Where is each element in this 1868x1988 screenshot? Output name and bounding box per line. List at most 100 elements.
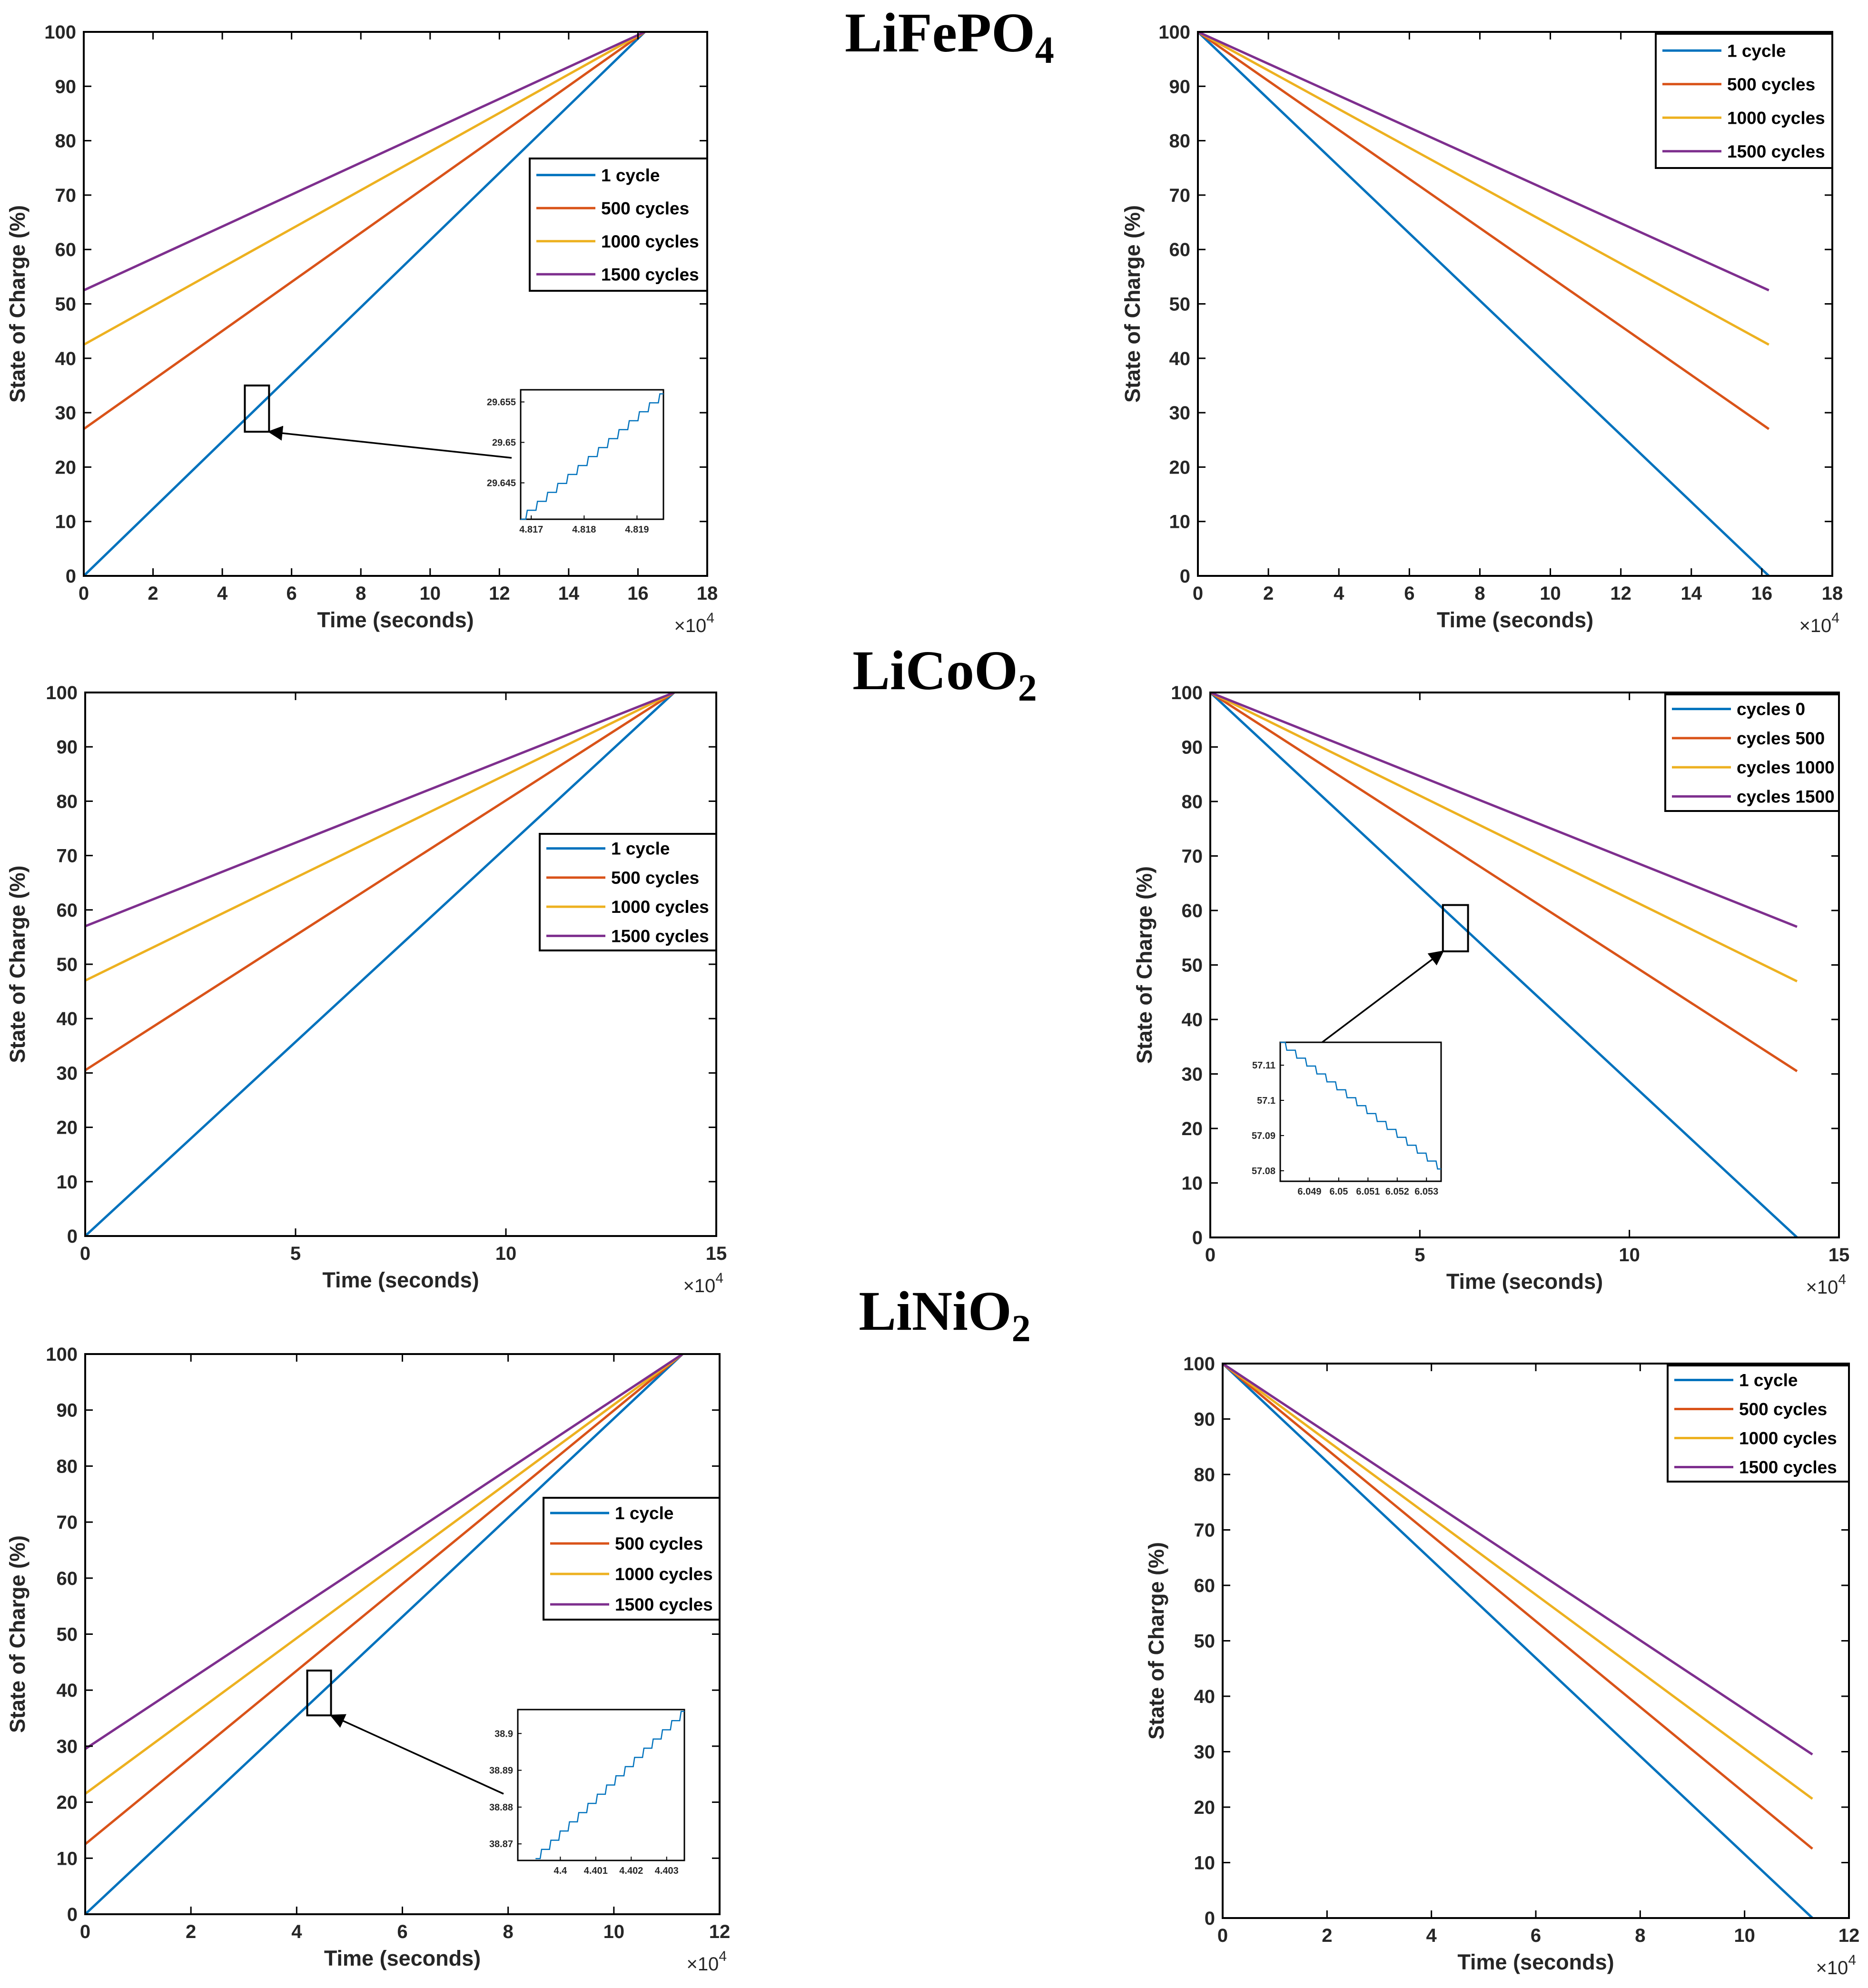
x-tick-label: 6 (397, 1921, 407, 1942)
inset-axes-box (520, 389, 664, 520)
y-tick-label: 90 (1194, 1409, 1216, 1430)
series-line-1 (1223, 1364, 1813, 1918)
series-line-4 (85, 1354, 683, 1750)
y-tick-label: 70 (57, 846, 78, 867)
inset-plot: 4.4 4.401 4.402 4.403 38.87 38.88 38.89 38.9 (489, 1709, 685, 1876)
y-tick-label: 50 (1182, 955, 1203, 976)
x-multiplier: ×104 (1799, 610, 1839, 636)
legend-label-3: 1000 cycles (1739, 1429, 1837, 1448)
chart-lifepo4-discharge: 0 2 4 6 8 10 12 14 16 18 0 10 20 30 40 50 60 70 80 90 100 Tim… (1120, 22, 1843, 636)
x-multiplier-exponent: 4 (1848, 1952, 1856, 1968)
section-title-linio2-main: LiNiO (859, 1280, 1011, 1342)
y-tick-label: 50 (57, 1624, 78, 1645)
series-line-3 (85, 692, 675, 982)
x-tick-label: 2 (1263, 583, 1274, 604)
y-tick-label: 30 (57, 1736, 78, 1757)
zoom-region-box (1442, 904, 1469, 952)
x-axis-label: Time (seconds) (322, 1268, 479, 1292)
legend-label-2: cycles 500 (1737, 729, 1825, 748)
inset-x-tick-label: 4.401 (584, 1866, 608, 1876)
x-multiplier-exponent: 4 (1838, 1272, 1846, 1287)
y-tick-label: 90 (57, 1400, 78, 1421)
y-tick-label: 0 (1180, 566, 1190, 587)
y-tick-label: 60 (55, 239, 77, 260)
x-tick-label: 10 (1619, 1245, 1640, 1266)
legend-label-1: 1 cycle (1739, 1371, 1798, 1390)
legend-label-1: 1 cycle (615, 1503, 673, 1523)
series-group (1223, 1364, 1813, 1918)
x-tick-label: 8 (1635, 1925, 1645, 1946)
series-line-2 (1210, 692, 1798, 1072)
y-tick-label: 40 (1169, 348, 1191, 369)
y-tick-label: 60 (1169, 239, 1191, 260)
y-tick-label: 100 (44, 22, 76, 43)
zoom-arrow (267, 425, 512, 459)
y-tick-label: 20 (1182, 1118, 1203, 1139)
y-axis-label: State of Charge (%) (5, 205, 30, 403)
series-line-4 (84, 32, 646, 292)
y-tick-label: 20 (57, 1118, 78, 1138)
y-tick-label: 40 (1194, 1686, 1216, 1707)
x-axis-label: Time (seconds) (1446, 1269, 1603, 1294)
x-tick-label: 10 (495, 1243, 517, 1264)
legend-label-3: cycles 1000 (1737, 758, 1835, 777)
x-tick-label: 6 (1531, 1925, 1541, 1946)
inset-x-tick-label: 4.818 (572, 524, 596, 535)
section-title-licoo2: LiCoO2 (852, 639, 1037, 709)
legend-label-2: 500 cycles (601, 198, 689, 218)
x-multiplier: ×104 (683, 1270, 723, 1296)
inset-y-tick-label: 29.65 (492, 438, 516, 448)
legend-label-4: 1500 cycles (1739, 1458, 1837, 1477)
y-tick-label: 60 (1194, 1575, 1216, 1596)
inset-y-tick-label: 38.89 (489, 1766, 513, 1776)
x-axis-label: Time (seconds) (1437, 608, 1593, 632)
legend-label-2: 500 cycles (1727, 75, 1815, 94)
x-multiplier-base: ×10 (674, 615, 706, 636)
y-tick-label: 10 (1194, 1853, 1216, 1874)
inset-axes-box (1279, 1041, 1442, 1182)
y-tick-label: 70 (1169, 185, 1191, 206)
x-tick-label: 8 (356, 583, 366, 604)
x-tick-label: 0 (1193, 583, 1203, 604)
series-group (1198, 32, 1770, 576)
x-tick-label: 15 (1828, 1245, 1850, 1266)
y-tick-label: 50 (57, 954, 78, 975)
inset-y-tick-label: 57.11 (1252, 1060, 1275, 1071)
x-tick-label: 14 (1681, 583, 1702, 604)
x-tick-label: 10 (1540, 583, 1561, 604)
inset-series-line (535, 1711, 684, 1859)
y-tick-label: 10 (1169, 512, 1191, 533)
y-axis-label: State of Charge (%) (1144, 1542, 1168, 1740)
series-line-3 (1198, 32, 1769, 346)
zoom-arrow (1321, 950, 1444, 1043)
y-tick-label: 70 (57, 1512, 78, 1533)
x-multiplier-base: ×10 (1806, 1277, 1838, 1298)
y-tick-label: 50 (1169, 294, 1191, 315)
y-tick-label: 30 (1169, 403, 1191, 424)
x-tick-label: 0 (80, 1243, 90, 1264)
series-line-4 (1210, 692, 1798, 928)
legend-label-4: 1500 cycles (1727, 142, 1825, 161)
y-tick-label: 40 (1182, 1009, 1203, 1030)
series-group (84, 32, 646, 576)
section-title-lifepo4-main: LiFePO (845, 1, 1035, 64)
x-multiplier: ×104 (1806, 1272, 1846, 1298)
inset-y-tick-label: 57.09 (1252, 1131, 1275, 1141)
inset-x-tick-label: 4.819 (625, 524, 649, 535)
y-axis-label: State of Charge (%) (5, 865, 30, 1063)
series-line-3 (84, 32, 646, 346)
y-tick-label: 60 (57, 900, 78, 921)
x-tick-label: 0 (80, 1921, 90, 1942)
inset-x-tick-label: 4.403 (655, 1866, 679, 1876)
y-tick-label: 30 (55, 403, 77, 424)
y-axis-label: State of Charge (%) (1120, 205, 1145, 403)
series-line-2 (1223, 1364, 1813, 1850)
inset-series-line (1280, 1041, 1441, 1170)
y-tick-label: 100 (1183, 1354, 1215, 1375)
chart-licoo2-discharge: 0 5 10 15 0 10 20 30 40 50 60 70 80 90 100 Time (second… (1132, 682, 1849, 1298)
y-tick-label: 80 (1169, 131, 1191, 152)
series-line-4 (1198, 32, 1769, 292)
inset-x-tick-label: 6.052 (1385, 1187, 1409, 1197)
